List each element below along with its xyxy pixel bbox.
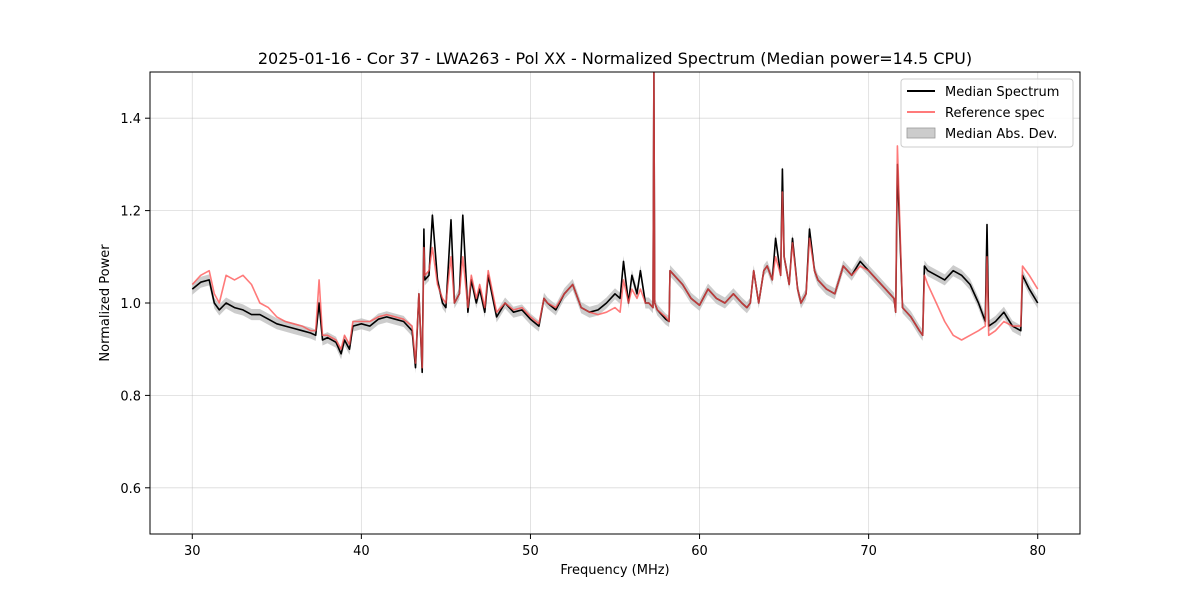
legend-label: Reference spec	[945, 106, 1045, 121]
y-tick-label: 1.4	[120, 112, 141, 127]
plot-area	[191, 72, 1039, 378]
x-tick-label: 70	[860, 544, 877, 559]
legend-box	[900, 78, 1074, 148]
x-tick-label: 80	[1029, 544, 1046, 559]
legend: Median Spectrum Reference spec Median Abs.…	[900, 78, 1074, 148]
x-axis-label: Frequency (MHz)	[560, 563, 669, 578]
y-axis-label: Normalized Power	[98, 244, 113, 362]
x-tick-label: 30	[184, 544, 201, 559]
x-axis: 30 40 50 60 70 80	[184, 534, 1046, 559]
y-tick-label: 0.6	[120, 482, 141, 497]
reference-spec-line	[191, 72, 1039, 369]
grid	[150, 72, 1080, 534]
x-tick-label: 60	[691, 544, 708, 559]
legend-swatch	[906, 127, 936, 139]
legend-label: Median Abs. Dev.	[945, 127, 1057, 142]
chart-title: 2025-01-16 - Cor 37 - LWA263 - Pol XX - …	[258, 49, 972, 68]
x-tick-label: 40	[353, 544, 370, 559]
y-tick-label: 1.2	[120, 205, 141, 220]
y-axis: 0.6 0.8 1.0 1.2 1.4	[120, 112, 150, 497]
x-tick-label: 50	[522, 544, 539, 559]
y-tick-label: 0.8	[120, 389, 141, 404]
legend-label: Median Spectrum	[945, 85, 1059, 100]
y-tick-label: 1.0	[120, 297, 141, 312]
